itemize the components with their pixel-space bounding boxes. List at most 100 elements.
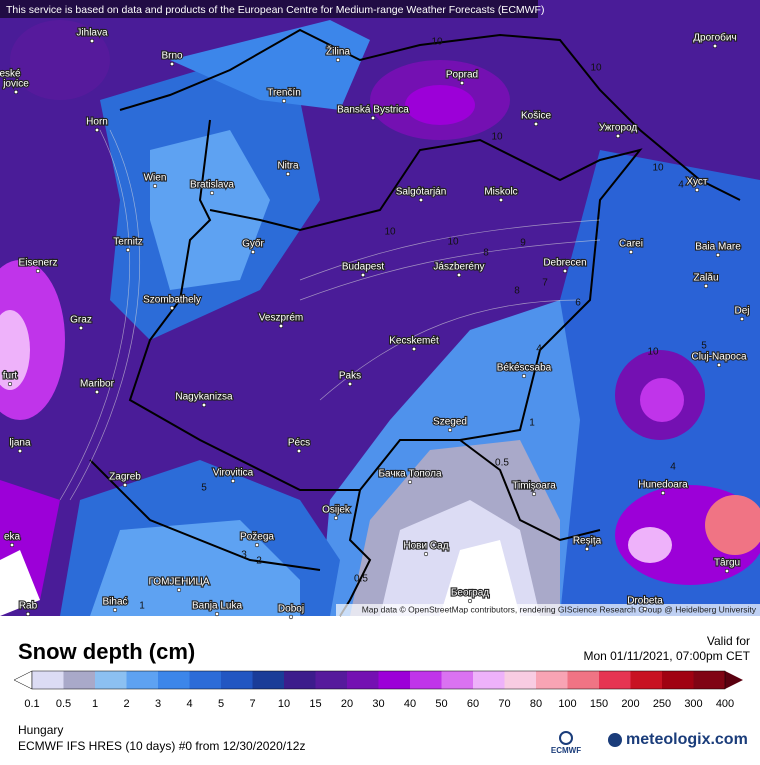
contour (299, 239, 601, 301)
borders (89, 28, 741, 617)
city-label: Ternitz (113, 237, 142, 248)
city-dot (254, 542, 260, 548)
snow-area (640, 378, 684, 422)
city-label: Дрогобич (693, 32, 736, 44)
city-label: Debrecen (543, 258, 586, 269)
city-label: Pécs (288, 438, 310, 449)
city-label: Doboj (278, 604, 304, 615)
city-label: Maribor (80, 379, 115, 390)
contour-label: 8 (483, 248, 489, 259)
contour-label: 10 (647, 347, 659, 358)
city-label: Zagreb (109, 472, 141, 483)
city-dot (739, 316, 745, 322)
colorbar-swatch (599, 671, 631, 689)
city-label: Békéscsaba (497, 363, 552, 374)
contour-label: 10 (491, 132, 503, 143)
contour-label: 7 (542, 278, 548, 289)
city-label: Rab (19, 601, 38, 612)
city-label: Kecskemét (389, 336, 439, 347)
city-label: Szeged (433, 417, 467, 428)
valid-time: Mon 01/11/2021, 07:00pm CET (583, 649, 750, 663)
colorbar-label: 60 (467, 698, 479, 710)
attribution-band (336, 604, 760, 616)
city-label: Ужгород (599, 123, 638, 134)
city-label: Nagykanizsa (175, 392, 233, 403)
city-label: Bihać (102, 597, 127, 608)
city-label: Hunedoara (638, 480, 688, 491)
city-label: Бачка Топола (378, 469, 442, 480)
city-label: Dej (734, 306, 749, 317)
city-dot (459, 80, 465, 86)
city-label: Virovitica (213, 468, 254, 479)
contour-label: 2 (256, 556, 262, 567)
contour-label: 10 (447, 237, 459, 248)
city-label: Нови Сад (403, 541, 448, 552)
city-dot (89, 38, 95, 44)
contour-label: 10 (590, 63, 602, 74)
contour-label: 10 (431, 37, 443, 48)
city-label: furt (3, 371, 18, 382)
contour-label: 10 (652, 163, 664, 174)
ecmwf-icon (559, 731, 573, 745)
brand-icon (608, 733, 622, 747)
region: Hungary (18, 723, 63, 737)
city-label: eské (0, 69, 21, 80)
ecmwf-logo: ECMWF (551, 746, 581, 755)
city-dot (13, 89, 19, 95)
city-label: Banská Bystrica (337, 105, 409, 116)
colorbar-label: 200 (621, 698, 639, 710)
city-label: Bratislava (190, 180, 234, 191)
contour-label: 6 (575, 298, 581, 309)
city-label: Zalău (693, 273, 718, 284)
colorbar-label: 0.5 (56, 698, 71, 710)
snow-area (10, 20, 110, 100)
city-label: Žilina (326, 45, 350, 58)
city-dot (531, 491, 537, 497)
colorbar-swatch (473, 671, 505, 689)
colorbar-label: 1 (92, 698, 98, 710)
city-label: Poprad (446, 70, 478, 81)
contour-label: 10 (384, 227, 396, 238)
contour-label: 1 (139, 601, 145, 612)
colorbar-swatch (252, 671, 284, 689)
city-label: Jihlava (76, 28, 108, 39)
city-label: Nitra (277, 161, 299, 172)
city-dot (418, 197, 424, 203)
contour-label: 5 (201, 483, 207, 494)
contour-label: 0.5 (495, 458, 509, 469)
border (89, 459, 321, 571)
city-dot (703, 283, 709, 289)
colorbar-label: 7 (249, 698, 255, 710)
border (119, 28, 741, 201)
city-dot (456, 272, 462, 278)
snow-area (0, 550, 40, 616)
colorbar-label: 0.1 (24, 698, 39, 710)
colorbar-swatch (567, 671, 599, 689)
city-dot (660, 490, 666, 496)
colorbar-swatch (410, 671, 442, 689)
colorbar-swatch (630, 671, 662, 689)
city-label: Graz (70, 315, 92, 326)
border (459, 439, 601, 542)
city-label: Košice (521, 111, 551, 122)
city-label: Trenčín (267, 88, 301, 99)
border (128, 119, 643, 491)
colorbar-label: 20 (341, 698, 353, 710)
colorbar-under (13, 670, 33, 690)
colorbar-swatch (189, 671, 221, 689)
city-label: Drobeta (627, 596, 663, 607)
city-dot (370, 115, 376, 121)
colorbar-swatch (32, 671, 64, 689)
colorbar-label: 15 (309, 698, 321, 710)
city-dot (296, 448, 302, 454)
city-label: Požega (240, 532, 274, 543)
city-label: Paks (339, 371, 361, 382)
city-label: Eisenerz (19, 258, 58, 269)
city-dot (7, 79, 13, 85)
brand: meteologix.com (626, 731, 748, 748)
map: This service is based on data and produc… (0, 0, 760, 617)
city-dot (209, 190, 215, 196)
city-dot (407, 479, 413, 485)
colorbar-swatch (221, 671, 253, 689)
city-dot (214, 611, 220, 617)
